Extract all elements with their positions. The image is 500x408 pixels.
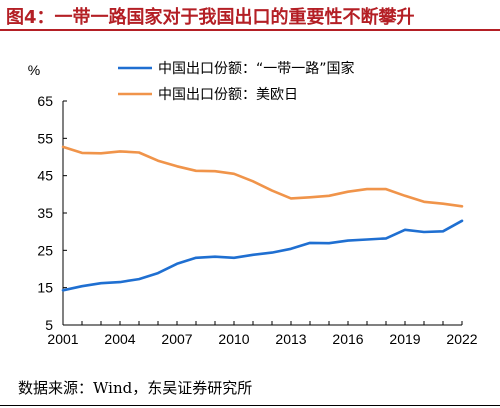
chart-axes: 5 15 25 35 45 55 65% 2001 2004 2007 2010 2013 2016 20… bbox=[28, 62, 478, 347]
y-tick-label: 35 bbox=[37, 205, 53, 221]
x-tick-label: 2013 bbox=[275, 331, 306, 347]
legend-label-2: 中国出口份额：美欧日 bbox=[158, 87, 298, 103]
x-tick-label: 2001 bbox=[47, 331, 78, 347]
x-tick-label: 2004 bbox=[104, 331, 135, 347]
series-line-1 bbox=[61, 219, 464, 292]
y-tick-label: 45 bbox=[37, 168, 53, 184]
series-line-2 bbox=[61, 145, 464, 208]
title-underline bbox=[0, 29, 500, 31]
y-tick-label: 15 bbox=[37, 280, 53, 296]
figure-title: 图4：一带一路国家对于我国出口的重要性不断攀升 bbox=[6, 7, 415, 28]
figure-title-bar: 图4：一带一路国家对于我国出口的重要性不断攀升 bbox=[0, 0, 500, 31]
x-tick-label: 2022 bbox=[446, 331, 477, 347]
x-tick-label: 2019 bbox=[389, 331, 420, 347]
y-tick-label: 55 bbox=[37, 130, 53, 146]
y-tick-label: 65 bbox=[37, 93, 53, 109]
y-tick-label: 25 bbox=[37, 242, 53, 258]
x-tick-label: 2007 bbox=[161, 331, 192, 347]
line-chart: 5 15 25 35 45 55 65% 2001 2004 2007 2010 2013 2016 20… bbox=[28, 60, 478, 347]
x-tick-label: 2016 bbox=[332, 331, 363, 347]
x-tick-label: 2010 bbox=[218, 331, 249, 347]
y-tick-label: 5 bbox=[45, 317, 53, 333]
y-axis-unit-label: % bbox=[28, 62, 40, 78]
chart-series bbox=[61, 145, 464, 292]
data-source-note: 数据来源：Wind，东吴证券研究所 bbox=[18, 379, 253, 397]
bottom-divider bbox=[0, 405, 500, 406]
legend-label-1: 中国出口份额：“一带一路”国家 bbox=[158, 60, 355, 77]
